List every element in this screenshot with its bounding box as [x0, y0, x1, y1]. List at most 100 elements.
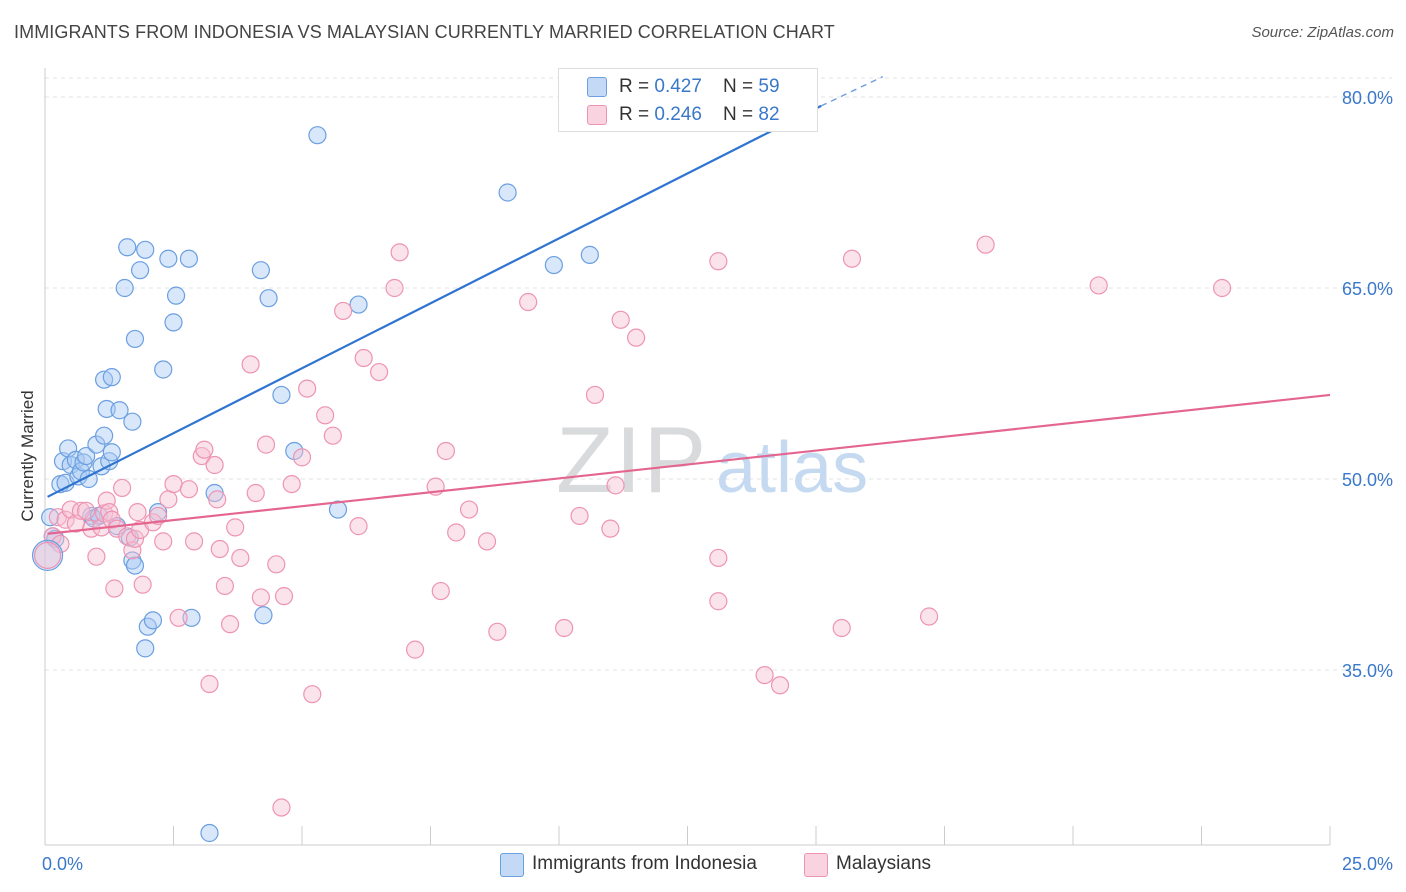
point-indonesia [102, 368, 121, 387]
legend-r-label: R = [619, 76, 655, 97]
point-malaysians [770, 676, 790, 695]
point-malaysians [112, 478, 132, 498]
point-indonesia [254, 606, 273, 625]
trend-line-indonesia [47, 104, 822, 498]
point-malaysians [107, 519, 127, 538]
stats-legend: R = 0.427 N = 59 R = 0.246 N = 82 [558, 68, 818, 132]
y-tick-label: 65.0% [1342, 279, 1393, 299]
point-malaysians [71, 501, 91, 520]
point-malaysians [611, 310, 630, 329]
point-malaysians [842, 249, 862, 268]
tick-labels: 35.0% 50.0% 65.0% 80.0% 0.0% 25.0% [42, 88, 1393, 874]
point-malaysians [298, 379, 317, 398]
point-malaysians [210, 539, 229, 559]
point-malaysians [154, 532, 173, 551]
point-malaysians [976, 235, 995, 254]
point-malaysians [585, 385, 605, 405]
point-indonesia [136, 639, 155, 658]
point-malaysians [292, 448, 312, 467]
series-swatch-pink [804, 853, 828, 877]
point-malaysians [390, 243, 409, 262]
point-malaysians [195, 440, 214, 459]
point-malaysians-cluster [33, 541, 62, 570]
point-indonesia [200, 823, 219, 843]
series-legend: Immigrants from Indonesia Malaysians [0, 852, 1406, 878]
trend-line-malaysians [47, 393, 1331, 535]
point-malaysians [354, 348, 373, 368]
legend-swatch-pink [587, 105, 607, 125]
grid-lines [45, 77, 1392, 671]
x-tick-label: 25.0% [1342, 854, 1393, 874]
point-indonesia [544, 255, 563, 275]
point-indonesia [118, 238, 137, 257]
point-malaysians [272, 798, 291, 817]
point-indonesia [154, 360, 173, 379]
series-label-malaysians: Malaysians [836, 853, 932, 874]
point-indonesia [95, 426, 114, 445]
point-malaysians [159, 490, 178, 509]
point-malaysians [519, 292, 538, 312]
series-swatch-blue [500, 853, 524, 877]
x-tick-label: 0.0% [42, 854, 83, 874]
point-malaysians [436, 441, 456, 461]
point-malaysians [755, 665, 774, 685]
point-indonesia [123, 412, 142, 431]
legend-n-label: N = [723, 76, 759, 97]
point-indonesia [97, 399, 116, 419]
point-malaysians [334, 301, 353, 321]
point-malaysians [256, 435, 276, 454]
point-indonesia [41, 508, 60, 527]
point-malaysians [919, 607, 939, 626]
point-indonesia [164, 313, 183, 332]
point-indonesia [179, 249, 199, 268]
legend-swatch-blue [587, 77, 607, 97]
point-indonesia [272, 385, 291, 405]
point-indonesia [259, 289, 278, 308]
point-malaysians [241, 355, 260, 374]
point-indonesia-cluster [31, 539, 64, 572]
point-malaysians [385, 278, 404, 298]
point-indonesia [251, 261, 270, 280]
point-indonesia [130, 261, 150, 280]
series-label-indonesia: Immigrants from Indonesia [532, 853, 757, 874]
point-malaysians [709, 548, 728, 568]
point-indonesia [328, 500, 348, 519]
point-malaysians [1089, 276, 1108, 295]
point-malaysians [184, 532, 204, 551]
point-malaysians [164, 474, 183, 494]
point-indonesia [308, 126, 327, 145]
point-malaysians [459, 500, 479, 519]
point-malaysians [169, 608, 188, 627]
point-malaysians [105, 579, 124, 598]
point-malaysians [128, 503, 147, 522]
axes [44, 68, 1331, 846]
point-malaysians [626, 328, 646, 347]
point-malaysians [303, 685, 322, 704]
point-malaysians [488, 622, 507, 641]
point-indonesia [102, 443, 121, 462]
point-indonesia [349, 295, 368, 314]
point-malaysians [601, 519, 620, 538]
point-malaysians [102, 510, 121, 529]
point-indonesia [77, 446, 96, 466]
source-label: Source: ZipAtlas.com [1251, 24, 1394, 41]
point-malaysians [274, 587, 294, 606]
legend-n-value: 82 [758, 104, 780, 125]
point-indonesia [123, 551, 142, 570]
point-indonesia [110, 401, 129, 420]
legend-n-label: N = [723, 104, 759, 125]
point-malaysians [125, 529, 145, 548]
watermark-zip: ZIP [556, 407, 708, 512]
point-malaysians [97, 491, 116, 510]
point-malaysians [1212, 278, 1232, 298]
point-malaysians [709, 592, 728, 611]
point-indonesia [136, 240, 155, 259]
point-malaysians [570, 506, 589, 526]
point-malaysians [316, 406, 335, 425]
point-malaysians [133, 575, 152, 594]
point-malaysians [349, 517, 368, 536]
point-indonesia [143, 611, 163, 630]
trend-line-indonesia-extension [820, 75, 884, 107]
point-malaysians [77, 501, 96, 520]
